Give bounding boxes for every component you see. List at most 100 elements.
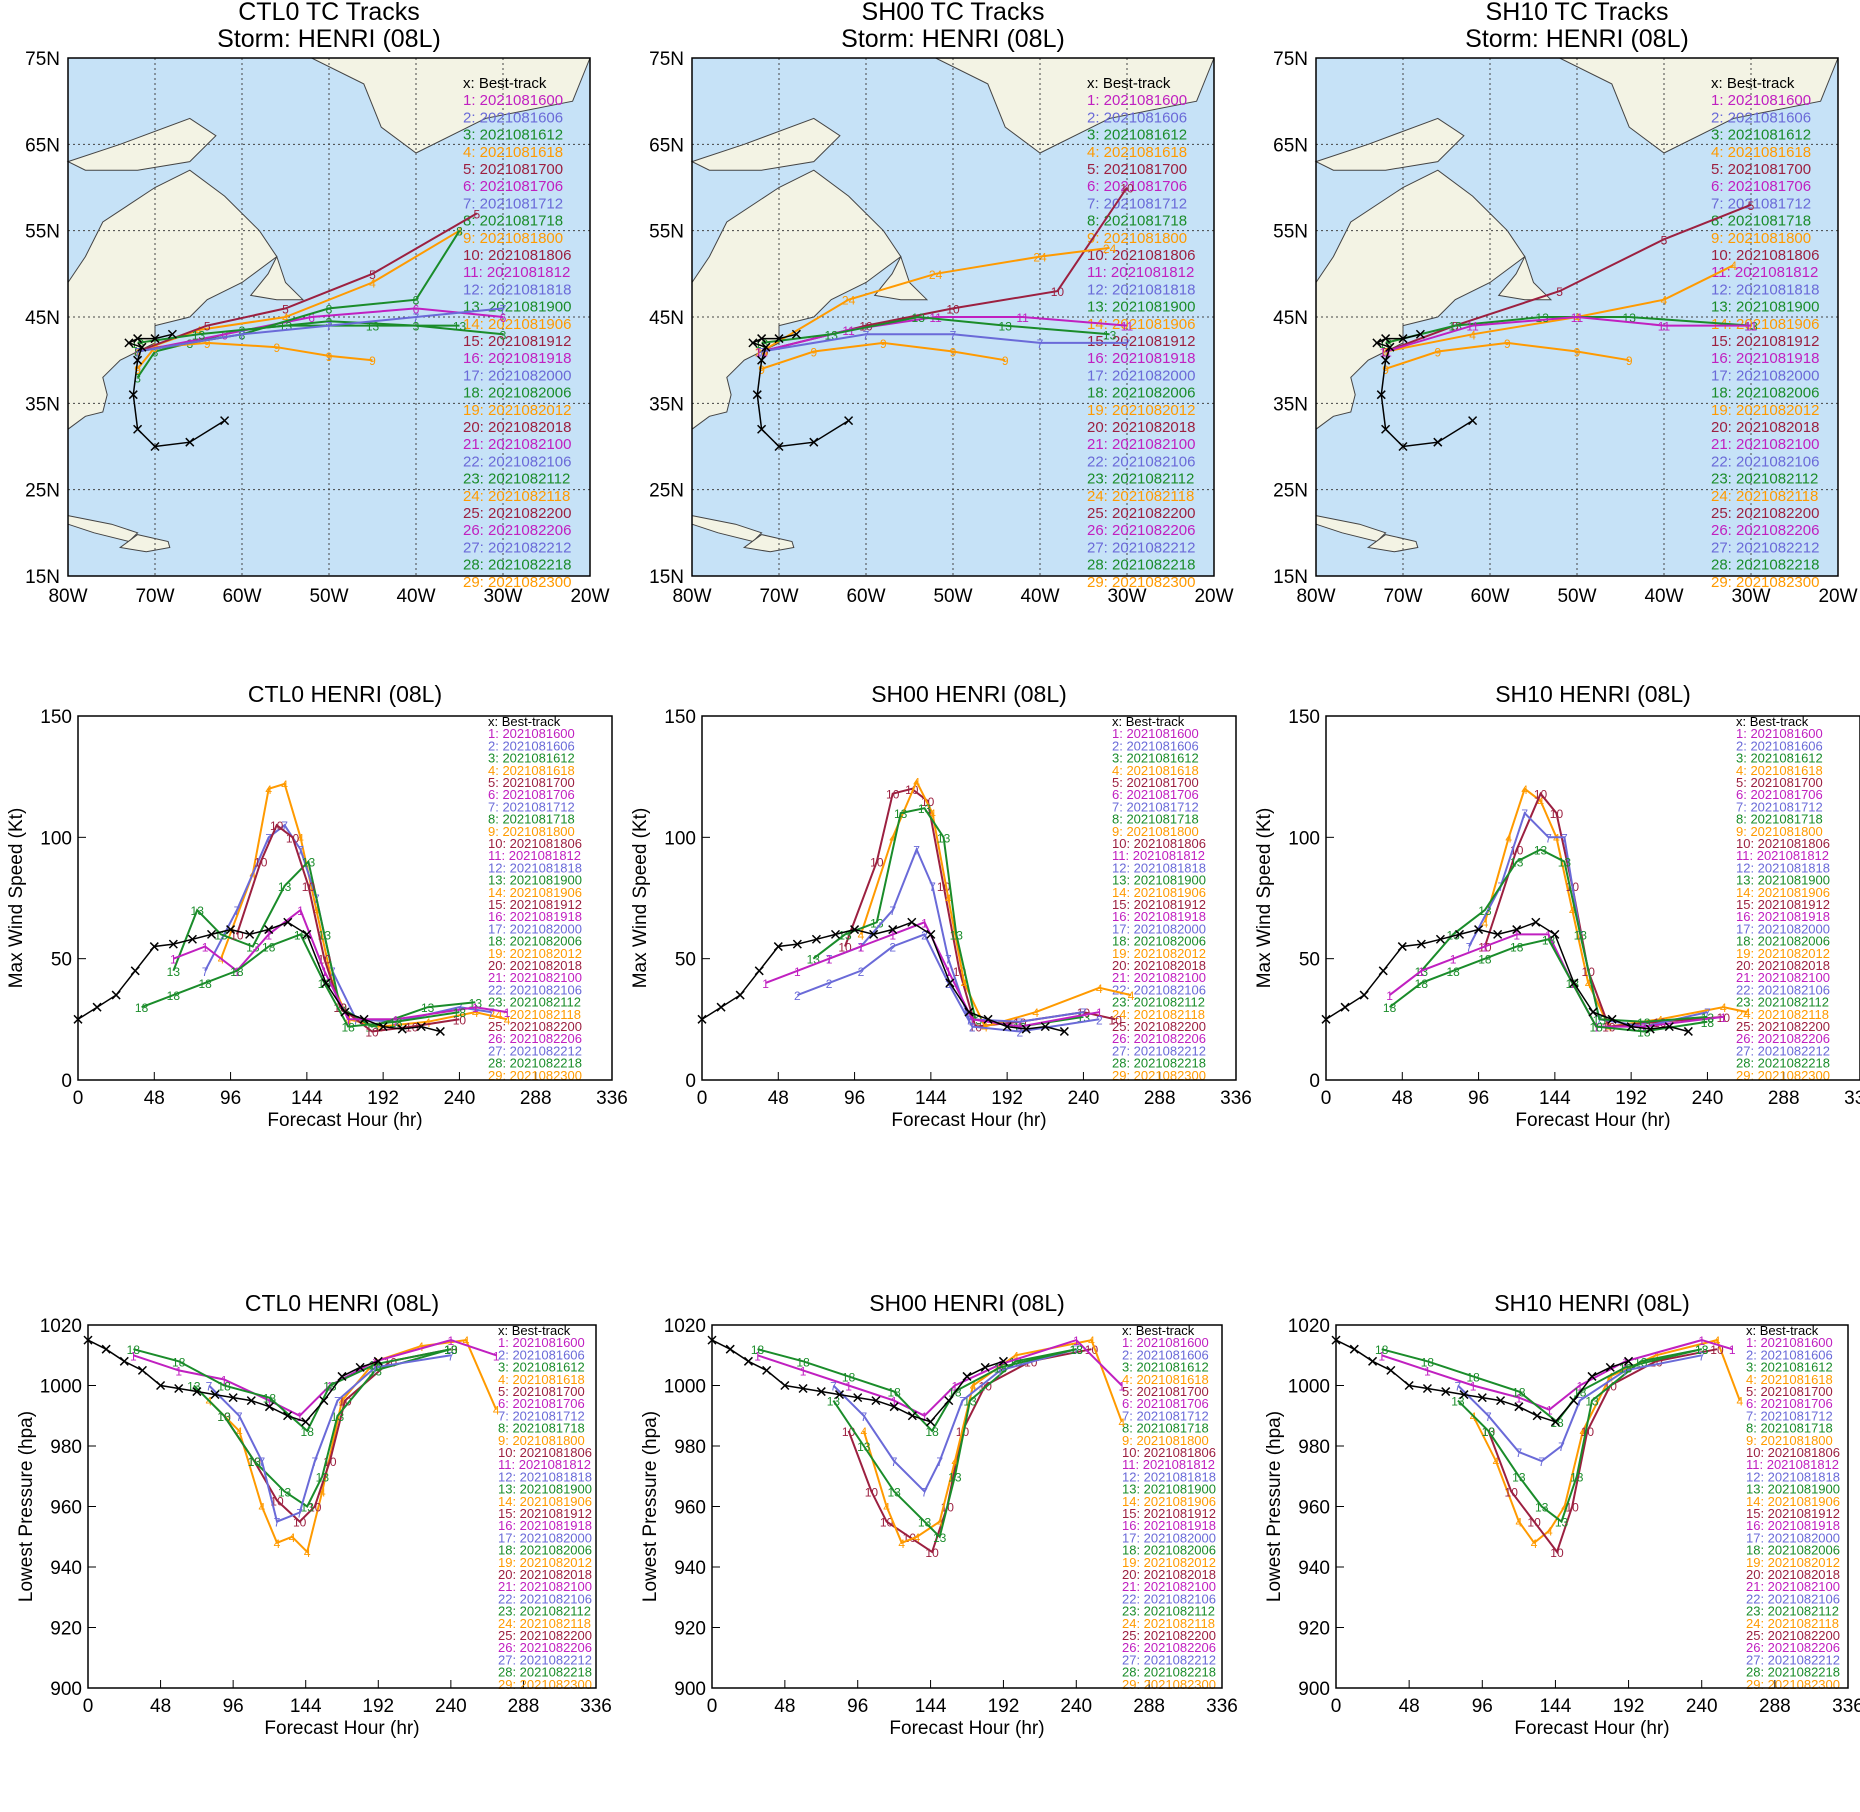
forecast-series-line [137, 307, 504, 353]
forecast-point-label: 10 [293, 1516, 307, 1530]
x-tick-label: 336 [1206, 1696, 1238, 1717]
forecast-point-label: 13 [1482, 1425, 1496, 1439]
forecast-point-label: 1 [1720, 1011, 1727, 1025]
forecast-point-label: 10 [365, 1025, 379, 1039]
legend-entry: 27: 2021082212 [488, 1043, 582, 1058]
chart-title: SH10 HENRI (08L) [1494, 1290, 1690, 1316]
best-track-point [373, 1356, 383, 1366]
x-tick-label: 0 [697, 1088, 708, 1109]
x-tick-label: 20W [1818, 586, 1857, 607]
forecast-point-label: 1 [1545, 928, 1552, 942]
y-tick-label: 15N [25, 567, 60, 588]
forecast-point-label: 7 [1037, 337, 1044, 351]
best-track-point [1397, 942, 1407, 952]
legend-entry: 2: 2021081606 [488, 738, 575, 753]
forecast-point-label: 10 [1566, 1501, 1580, 1515]
y-tick-label: 1020 [1288, 1316, 1330, 1337]
x-tick-label: 70W [135, 586, 174, 607]
y-tick-label: 35N [649, 394, 684, 415]
best-track-point [119, 1356, 129, 1366]
forecast-point-label: 13 [1536, 311, 1550, 325]
y-tick-label: 25N [649, 481, 684, 502]
legend-entry: 12: 2021081818 [1122, 1469, 1216, 1484]
y-axis-label: Max Wind Speed (Kt) [1254, 808, 1275, 989]
legend-entry: 15: 2021081912 [1087, 333, 1195, 350]
forecast-point-label: 18 [796, 1355, 810, 1369]
forecast-point-label: 4 [952, 1455, 959, 1469]
legend-entry: 29: 2021082300 [1122, 1677, 1216, 1692]
forecast-point-label: 10 [254, 856, 268, 870]
best-track-point [1664, 1022, 1674, 1032]
forecast-point-label: 7 [311, 1455, 318, 1469]
forecast-point-label: 4 [236, 1425, 243, 1439]
x-tick-label: 20W [570, 586, 609, 607]
best-track-point [1605, 1362, 1615, 1372]
forecast-point-label: 1 [891, 1395, 898, 1409]
best-track-point [1514, 1402, 1524, 1412]
legend-entry: 26: 2021082206 [1087, 522, 1195, 539]
forecast-point-label: 1 [472, 1001, 479, 1015]
x-tick-label: 144 [915, 1696, 947, 1717]
forecast-point-label: 1 [889, 928, 896, 942]
best-track-point [128, 390, 138, 400]
best-track-point [1569, 1396, 1579, 1406]
forecast-point-label: 4 [914, 1531, 921, 1545]
legend-entry: 14: 2021081906 [1736, 885, 1830, 900]
legend-entry: 15: 2021081912 [1112, 897, 1206, 912]
legend-entry: 13: 2021081900 [488, 873, 582, 888]
forecast-point-label: 9 [134, 363, 141, 377]
plot-frame [711, 1324, 1223, 1689]
best-track-point [761, 342, 771, 352]
forecast-point-label: 24 [1103, 242, 1117, 256]
legend-entry: 12: 2021081818 [488, 860, 582, 875]
legend-entry: 24: 2021082118 [1087, 488, 1194, 505]
legend-entry: 3: 2021081612 [1736, 751, 1823, 766]
forecast-point-label: 5 [134, 346, 141, 360]
best-track-point [1435, 934, 1445, 944]
chart-title: SH10 TC Tracks [1486, 0, 1669, 26]
forecast-point-label: 13 [857, 1440, 871, 1454]
legend-entry: 19: 2021082012 [498, 1555, 592, 1570]
plot-frame [67, 57, 591, 577]
y-tick-label: 980 [674, 1437, 706, 1458]
forecast-point-label: 1 [234, 965, 241, 979]
forecast-point-label: 10 [302, 880, 316, 894]
y-tick-label: 65N [1273, 135, 1308, 156]
best-track-point [246, 1396, 256, 1406]
forecast-series-line [173, 908, 508, 1021]
forecast-point-label: 4 [313, 904, 320, 918]
best-track-point [1378, 966, 1388, 976]
forecast-point-label: 1 [1073, 1334, 1080, 1348]
legend-entry: 20: 2021082018 [1087, 419, 1195, 436]
y-tick-label: 65N [649, 135, 684, 156]
forecast-point-label: 10 [946, 302, 960, 316]
forecast-point-label: 6 [413, 302, 420, 316]
forecast-point-label: 4 [898, 1537, 905, 1551]
legend-entry: 8: 2021081718 [1746, 1421, 1833, 1436]
plot-frame [87, 1324, 597, 1689]
best-track-point [998, 1356, 1008, 1366]
legend-entry: 16: 2021081918 [1736, 909, 1830, 924]
forecast-point-label: 1 [202, 941, 209, 955]
forecast-point-label: 10 [1120, 182, 1134, 196]
forecast-point-label: 1 [762, 977, 769, 991]
forecast-point-label: 9 [1002, 354, 1009, 368]
forecast-point-label: 10 [286, 831, 300, 845]
forecast-point-label: 10 [886, 788, 900, 802]
forecast-point-label: 7 [296, 1507, 303, 1521]
forecast-point-label: 11 [1658, 320, 1671, 334]
best-track-point [337, 1371, 347, 1381]
forecast-series-line [761, 316, 1128, 353]
legend-entry: 2: 2021081606 [1746, 1347, 1833, 1362]
legend-entry: 4: 2021081618 [498, 1372, 585, 1387]
legend-entry: 23: 2021082112 [1122, 1604, 1215, 1619]
forecast-point-label: 4 [377, 1021, 384, 1035]
best-track-point [1398, 441, 1408, 452]
legend-entry: 17: 2021082000 [498, 1530, 592, 1545]
forecast-point-label: 4 [1482, 916, 1489, 930]
forecast-point-label: 18 [127, 1343, 141, 1357]
forecast-point-label: 13 [301, 1501, 315, 1515]
forecast-point-label: 1 [504, 1006, 511, 1020]
legend-entry: 16: 2021081918 [498, 1518, 592, 1533]
